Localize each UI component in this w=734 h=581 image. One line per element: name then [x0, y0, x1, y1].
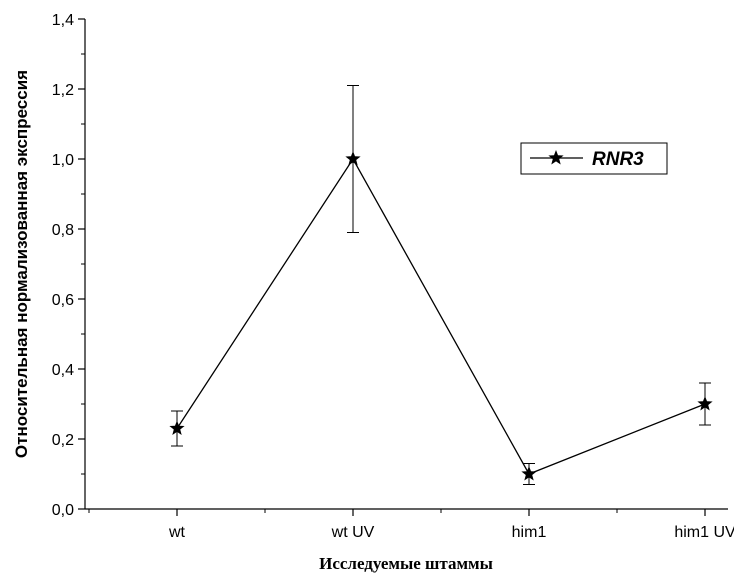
y-tick-label: 0,4	[52, 362, 74, 379]
x-tick-label: wt	[168, 524, 186, 541]
series-line	[176, 157, 706, 475]
data-point-star	[521, 466, 537, 481]
y-tick-label: 0,2	[52, 432, 74, 449]
y-tick-label: 1,2	[52, 82, 74, 99]
y-tick-label: 0,8	[52, 222, 74, 239]
legend: RNR3	[520, 142, 668, 175]
x-tick-label: him1 UV	[674, 524, 734, 541]
y-axis-label: Относительная нормализованная экспрессия	[12, 70, 31, 458]
x-tick-label: wt UV	[331, 524, 375, 541]
data-point-star	[345, 151, 361, 166]
data-point-star	[169, 420, 185, 435]
y-tick-label: 1,4	[52, 12, 74, 29]
axes: 0,0 0,2 0,4 0,6 0,8 1,0 1,2 1,4 wt wt UV him1 him1…	[52, 12, 734, 541]
legend-star-icon	[548, 150, 564, 165]
legend-label: RNR3	[592, 149, 644, 170]
y-tick-label: 1,0	[52, 152, 74, 169]
data-point-star	[697, 396, 713, 411]
x-ticks: wt wt UV him1 him1 UV	[88, 509, 734, 541]
y-ticks: 0,0 0,2 0,4 0,6 0,8 1,0 1,2 1,4	[52, 12, 85, 519]
plot-area	[169, 85, 713, 485]
y-tick-label: 0,0	[52, 502, 74, 519]
x-tick-label: him1	[512, 524, 547, 541]
x-axis-label: Исследуемые штаммы	[319, 554, 493, 573]
y-tick-label: 0,6	[52, 292, 74, 309]
